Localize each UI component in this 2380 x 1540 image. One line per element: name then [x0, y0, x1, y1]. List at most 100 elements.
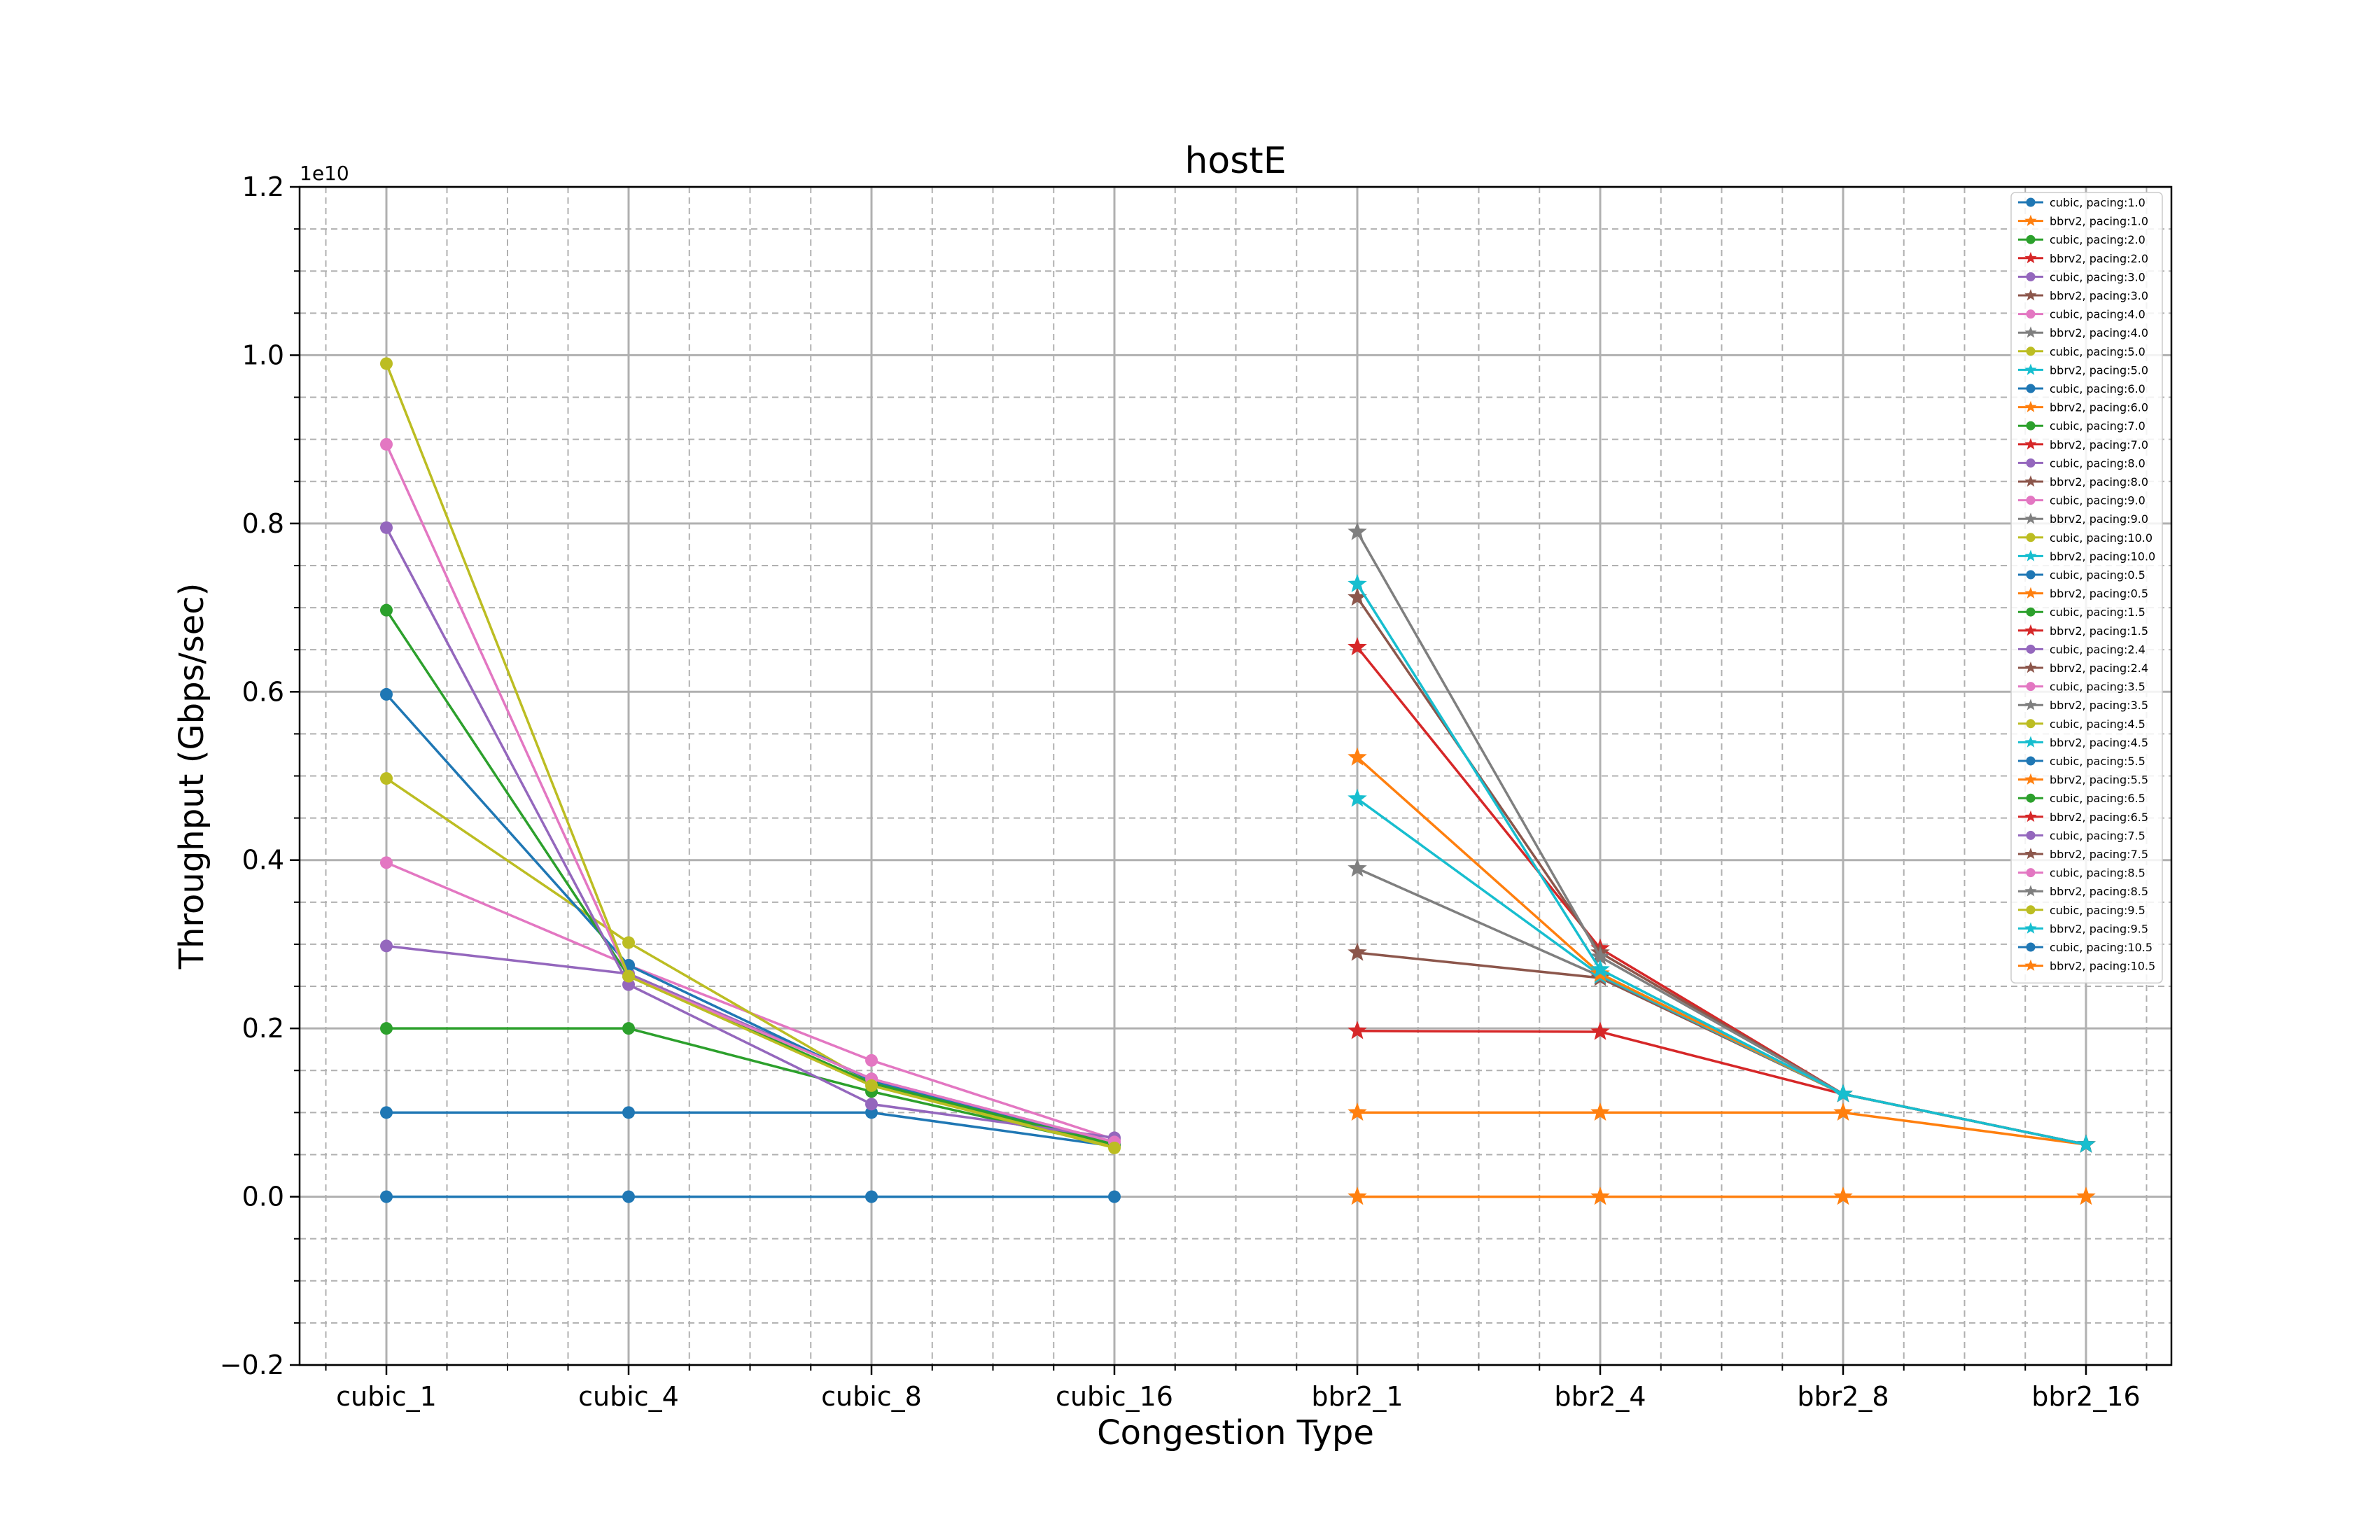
legend-label: cubic, pacing:5.0 — [2050, 345, 2146, 358]
data-point-circle — [622, 969, 635, 983]
legend-label: cubic, pacing:2.0 — [2050, 233, 2146, 246]
data-point-star — [2076, 1134, 2096, 1153]
series-19 — [1348, 573, 2096, 1153]
x-axis-label: Congestion Type — [1097, 1413, 1374, 1452]
data-point-star — [1348, 1186, 1367, 1205]
legend-marker-circle — [2026, 682, 2036, 692]
data-point-star — [1348, 747, 1367, 766]
legend-label: bbrv2, pacing:1.5 — [2050, 624, 2148, 638]
series-line — [385, 444, 1115, 1144]
legend-marker-star — [2024, 363, 2037, 375]
legend-marker-star — [2024, 326, 2037, 338]
axis-ticks: −0.2 0.0 0.2 0.4 0.6 0.8 1.0 1.2 cubic_1 cubic_4 c… — [220, 172, 2148, 1412]
data-point-star — [1590, 1102, 1610, 1121]
data-point-circle — [380, 772, 393, 785]
series-line — [385, 363, 1115, 1149]
legend-marker-circle — [2026, 793, 2036, 803]
legend-marker-star — [2024, 251, 2037, 264]
x-tick-label: cubic_8 — [821, 1381, 922, 1412]
legend-label: bbrv2, pacing:3.0 — [2050, 289, 2148, 302]
legend-marker-circle — [2026, 421, 2036, 430]
data-point-circle — [622, 1106, 635, 1119]
legend-marker-star — [2024, 289, 2037, 301]
y-tick-label: 0.8 — [242, 508, 284, 539]
data-point-star — [1348, 1021, 1367, 1040]
legend-label: bbrv2, pacing:6.0 — [2050, 401, 2148, 414]
legend-label: cubic, pacing:7.0 — [2050, 419, 2146, 433]
legend-label: bbrv2, pacing:9.5 — [2050, 922, 2148, 935]
legend-label: cubic, pacing:3.5 — [2050, 680, 2146, 694]
y-tick-label: 1.0 — [242, 340, 284, 370]
legend-marker-star — [2024, 848, 2037, 860]
data-point-circle — [380, 939, 393, 953]
legend-marker-circle — [2026, 942, 2036, 952]
data-point-circle — [380, 603, 393, 617]
legend-marker-circle — [2026, 346, 2036, 356]
legend-marker-circle — [2026, 197, 2036, 207]
legend-label: cubic, pacing:7.5 — [2050, 829, 2146, 842]
legend-marker-circle — [2026, 458, 2036, 468]
legend-label: cubic, pacing:5.5 — [2050, 755, 2146, 768]
legend-label: bbrv2, pacing:0.5 — [2050, 587, 2148, 601]
legend-label: cubic, pacing:2.4 — [2050, 643, 2146, 656]
legend-label: cubic, pacing:4.5 — [2050, 718, 2146, 731]
legend-label: cubic, pacing:8.5 — [2050, 867, 2146, 880]
data-point-star — [1348, 522, 1367, 540]
series-line — [386, 1027, 1115, 1148]
legend-label: bbrv2, pacing:6.5 — [2050, 811, 2148, 824]
legend-marker-circle — [2026, 719, 2036, 729]
series-18 — [380, 357, 1121, 1154]
legend-marker-circle — [2026, 496, 2036, 505]
y-tick-label: 0.4 — [242, 845, 284, 876]
legend-label: bbrv2, pacing:7.0 — [2050, 438, 2148, 451]
legend-marker-circle — [2026, 309, 2036, 319]
legend-label: cubic, pacing:1.5 — [2050, 606, 2146, 619]
legend-marker-star — [2024, 885, 2037, 897]
series-21 — [1348, 1186, 2096, 1205]
legend-marker-circle — [2026, 533, 2036, 542]
legend-marker-star — [2024, 736, 2037, 748]
legend-label: bbrv2, pacing:10.0 — [2050, 550, 2155, 563]
legend-marker-circle — [2026, 234, 2036, 244]
data-point-star — [1348, 788, 1367, 807]
y-tick-label: −0.2 — [220, 1350, 284, 1380]
legend-label: cubic, pacing:6.5 — [2050, 792, 2146, 805]
series-line — [385, 527, 1115, 1140]
data-point-circle — [622, 1190, 635, 1203]
x-tick-label: bbr2_4 — [1554, 1381, 1646, 1412]
legend-marker-star — [2024, 550, 2037, 561]
data-point-circle — [1108, 1190, 1121, 1203]
legend-label: bbrv2, pacing:1.0 — [2050, 215, 2148, 228]
legend-marker-circle — [2026, 905, 2036, 915]
legend-label: bbrv2, pacing:4.0 — [2050, 326, 2148, 340]
legend-label: cubic, pacing:3.0 — [2050, 270, 2146, 284]
x-tick-label: bbr2_16 — [2031, 1381, 2140, 1412]
minor-grid — [300, 187, 2171, 1365]
legend-marker-star — [2024, 959, 2037, 971]
legend-label: bbrv2, pacing:3.5 — [2050, 699, 2148, 712]
data-point-star — [2076, 1186, 2096, 1205]
legend-marker-star — [2024, 438, 2037, 450]
data-point-star — [1833, 1084, 1853, 1102]
data-point-star — [1590, 1186, 1610, 1205]
data-point-circle — [380, 521, 393, 534]
data-point-circle — [865, 1079, 878, 1092]
legend-marker-star — [2024, 624, 2037, 636]
legend-label: bbrv2, pacing:7.5 — [2050, 848, 2148, 861]
x-tick-label: cubic_1 — [336, 1381, 437, 1412]
data-point-circle — [380, 856, 393, 869]
data-point-circle — [622, 936, 635, 949]
series-line — [1357, 1111, 2087, 1146]
legend-marker-circle — [2026, 756, 2036, 766]
y-axis-offset-label: 1e10 — [300, 162, 349, 185]
data-point-star — [1590, 1021, 1610, 1040]
legend-marker-star — [2024, 662, 2037, 673]
data-point-circle — [380, 687, 393, 701]
legend-marker-star — [2024, 400, 2037, 412]
legend-marker-circle — [2026, 830, 2036, 840]
data-point-star — [1348, 1102, 1367, 1121]
y-axis-label: Throughput (Gbps/sec) — [172, 583, 211, 970]
y-tick-label: 1.2 — [242, 172, 284, 202]
data-point-star — [1348, 942, 1367, 961]
